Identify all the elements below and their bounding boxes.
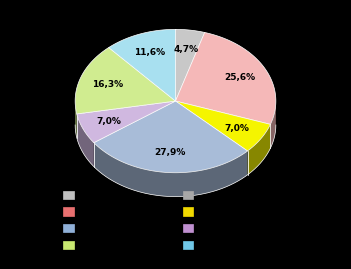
Polygon shape (94, 101, 247, 173)
Bar (183, 241, 193, 249)
Polygon shape (176, 33, 276, 124)
Bar (183, 191, 193, 199)
Text: 7,0%: 7,0% (97, 117, 121, 126)
Bar (183, 224, 193, 232)
Text: 4,7%: 4,7% (173, 45, 199, 55)
Polygon shape (75, 101, 77, 138)
Text: 7,0%: 7,0% (225, 123, 250, 133)
Bar (63, 241, 74, 249)
Polygon shape (77, 101, 176, 143)
Polygon shape (176, 101, 270, 151)
Text: 25,6%: 25,6% (224, 73, 256, 82)
Bar (63, 207, 74, 216)
Bar (183, 207, 193, 216)
Polygon shape (270, 101, 276, 148)
Bar (63, 191, 74, 199)
Polygon shape (75, 48, 176, 114)
Polygon shape (109, 29, 176, 101)
Text: 16,3%: 16,3% (92, 80, 123, 89)
Polygon shape (94, 143, 247, 197)
Bar (63, 224, 74, 232)
Polygon shape (176, 29, 205, 101)
Text: 27,9%: 27,9% (154, 148, 186, 157)
Polygon shape (247, 124, 270, 175)
Text: 11,6%: 11,6% (134, 48, 165, 57)
Polygon shape (77, 114, 94, 167)
